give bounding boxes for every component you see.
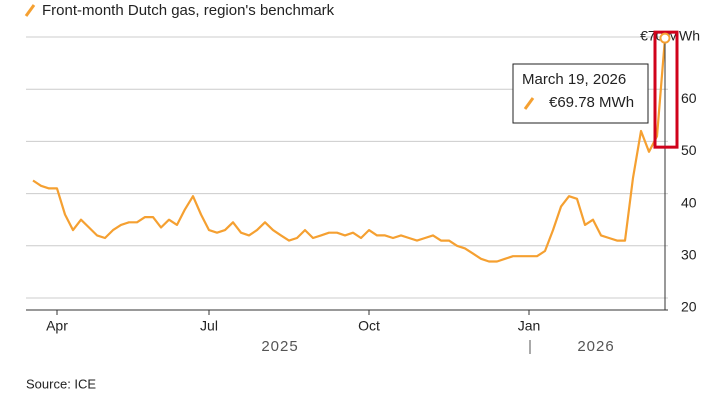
y-tick-label: 60: [681, 90, 697, 106]
y-tick-label: 30: [681, 246, 697, 262]
chart-title: Front-month Dutch gas, region's benchmar…: [42, 2, 335, 19]
tooltip-swatch: [523, 97, 535, 110]
line-series: [32, 38, 667, 263]
y-tick-label: 50: [681, 142, 697, 158]
y-tick-label: 40: [681, 194, 697, 210]
legend-swatch: [24, 4, 36, 17]
source: Source: ICE: [26, 376, 96, 391]
tooltip-value: €69.78 MWh: [549, 94, 634, 111]
x-tick-label: Jan: [518, 318, 541, 334]
highlight-box: [653, 30, 679, 149]
year-label: 2025: [261, 338, 298, 355]
x-tick-label: Oct: [358, 318, 380, 334]
y-tick-label: 20: [681, 299, 697, 315]
tooltip-box: [512, 63, 649, 124]
y-tick-label: €70 MWh: [640, 28, 700, 44]
year-label: 2026: [577, 338, 614, 355]
tooltip-date: March 19, 2026: [522, 71, 626, 88]
x-tick-label: Apr: [46, 318, 68, 334]
end-marker: [659, 32, 671, 44]
x-tick-label: Jul: [200, 318, 218, 334]
